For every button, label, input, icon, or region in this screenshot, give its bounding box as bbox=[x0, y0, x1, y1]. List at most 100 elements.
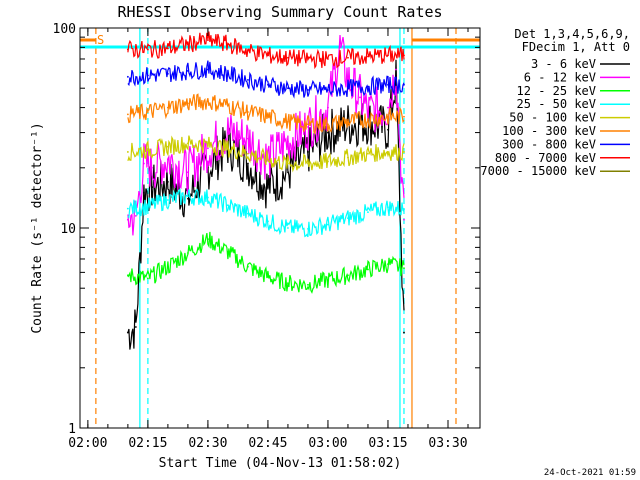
data-point bbox=[166, 106, 169, 109]
data-point bbox=[227, 72, 229, 75]
data-point bbox=[387, 151, 389, 153]
data-point bbox=[387, 206, 389, 209]
y-tick-label: 100 bbox=[53, 22, 76, 37]
data-point bbox=[327, 123, 329, 126]
data-point bbox=[367, 85, 369, 88]
data-point bbox=[146, 205, 149, 208]
data-point bbox=[126, 75, 129, 78]
data-point bbox=[247, 162, 249, 165]
data-point bbox=[287, 227, 289, 229]
data-point bbox=[267, 115, 269, 118]
data-point bbox=[207, 147, 209, 150]
data-point bbox=[146, 74, 149, 77]
data-point bbox=[247, 137, 249, 140]
data-point bbox=[403, 54, 405, 57]
legend-entry-label: 300 - 800 keV bbox=[502, 137, 596, 151]
data-point bbox=[367, 211, 369, 214]
data-point bbox=[395, 68, 397, 71]
legend-header-line: FDecim 1, Att 0 bbox=[522, 40, 630, 54]
data-point bbox=[367, 55, 369, 58]
data-point bbox=[126, 207, 129, 210]
data-point bbox=[146, 48, 149, 51]
data-point bbox=[146, 111, 149, 113]
data-point bbox=[387, 263, 389, 265]
data-point bbox=[207, 144, 209, 146]
x-tick-label: 02:00 bbox=[68, 436, 107, 451]
data-point bbox=[187, 252, 189, 254]
data-point bbox=[307, 151, 309, 153]
data-point bbox=[347, 217, 349, 220]
legend-entry-label: 12 - 25 keV bbox=[517, 84, 596, 98]
series-line bbox=[127, 231, 405, 294]
data-point bbox=[307, 58, 309, 60]
data-point bbox=[387, 83, 389, 86]
data-point bbox=[187, 171, 189, 174]
data-point bbox=[150, 186, 153, 189]
data-point bbox=[327, 160, 329, 163]
chart-title: RHESSI Observing Summary Count Rates bbox=[117, 3, 442, 21]
data-point bbox=[287, 56, 289, 59]
data-point bbox=[166, 145, 169, 148]
data-point bbox=[187, 102, 189, 105]
x-tick-label: 02:30 bbox=[188, 436, 227, 451]
data-point bbox=[347, 120, 349, 123]
data-point bbox=[207, 238, 209, 241]
data-point bbox=[146, 277, 149, 280]
data-point bbox=[267, 275, 269, 278]
data-point bbox=[247, 152, 249, 155]
data-point bbox=[403, 218, 405, 221]
data-point bbox=[327, 131, 329, 134]
data-point bbox=[307, 283, 309, 286]
data-point bbox=[207, 39, 209, 41]
data-point bbox=[166, 181, 169, 183]
legend-entry-label: 25 - 50 keV bbox=[517, 97, 596, 111]
x-tick-label: 03:15 bbox=[368, 436, 407, 451]
data-point bbox=[187, 195, 189, 198]
data-point bbox=[267, 220, 269, 223]
data-point bbox=[166, 265, 169, 268]
data-point bbox=[187, 70, 189, 72]
y-tick-label: 1 bbox=[68, 422, 76, 437]
data-point bbox=[267, 186, 269, 189]
series-line bbox=[127, 60, 405, 99]
data-point bbox=[403, 151, 405, 153]
data-point bbox=[227, 131, 229, 134]
data-point bbox=[347, 274, 349, 277]
data-point bbox=[126, 48, 129, 51]
data-point bbox=[166, 72, 169, 75]
data-point bbox=[307, 162, 309, 165]
data-point bbox=[187, 197, 189, 200]
data-point bbox=[134, 326, 137, 328]
data-point bbox=[247, 265, 249, 268]
data-point bbox=[126, 113, 129, 116]
data-point bbox=[267, 158, 269, 161]
data-point bbox=[142, 162, 145, 165]
data-point bbox=[247, 49, 249, 52]
data-point bbox=[327, 279, 329, 281]
data-point bbox=[287, 282, 289, 285]
data-point bbox=[387, 54, 389, 57]
data-point bbox=[367, 268, 369, 271]
legend-entry-label: 800 - 7000 keV bbox=[495, 151, 596, 165]
data-point bbox=[287, 162, 289, 165]
series-line bbox=[127, 34, 405, 236]
data-point bbox=[247, 79, 249, 81]
data-point bbox=[307, 123, 309, 126]
data-point bbox=[347, 87, 349, 90]
x-tick-label: 03:30 bbox=[428, 436, 467, 451]
legend-entry-label: 3 - 6 keV bbox=[531, 57, 596, 71]
data-point bbox=[207, 196, 209, 199]
y-tick-label: 10 bbox=[60, 222, 76, 237]
legend-entry-label: 50 - 100 keV bbox=[509, 111, 596, 125]
data-point bbox=[403, 115, 405, 118]
data-point bbox=[347, 56, 349, 59]
x-tick-label: 02:15 bbox=[128, 436, 167, 451]
data-point bbox=[207, 100, 209, 103]
data-point bbox=[387, 128, 389, 131]
data-point bbox=[367, 152, 369, 155]
data-point bbox=[247, 111, 249, 113]
data-point bbox=[207, 68, 209, 71]
data-point bbox=[126, 151, 129, 153]
data-point bbox=[307, 126, 309, 128]
axes: 02:00 02:15 02:30 02:45 03:00 03:15 03:30 1 10 10… bbox=[53, 22, 480, 451]
